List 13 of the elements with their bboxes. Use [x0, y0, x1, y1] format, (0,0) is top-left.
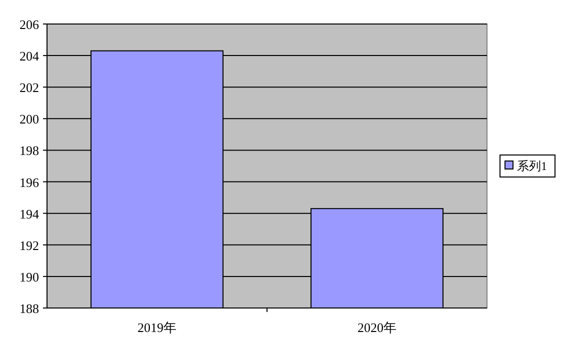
- x-tick-label: 2019年: [138, 320, 176, 335]
- y-tick-label: 204: [20, 48, 40, 64]
- y-tick-label: 188: [20, 301, 39, 316]
- x-tick-label: 2020年: [358, 320, 396, 335]
- legend-label: 系列1: [517, 159, 547, 173]
- y-tick-label: 206: [20, 17, 40, 32]
- y-tick-label: 196: [20, 174, 40, 190]
- y-tick-label: 190: [20, 269, 39, 284]
- y-tick-label: 192: [20, 238, 39, 253]
- y-tick-label: 200: [20, 112, 39, 127]
- y-tick-label: 202: [20, 80, 39, 96]
- y-tick-label: 198: [20, 143, 39, 158]
- y-tick-label: 194: [20, 206, 40, 222]
